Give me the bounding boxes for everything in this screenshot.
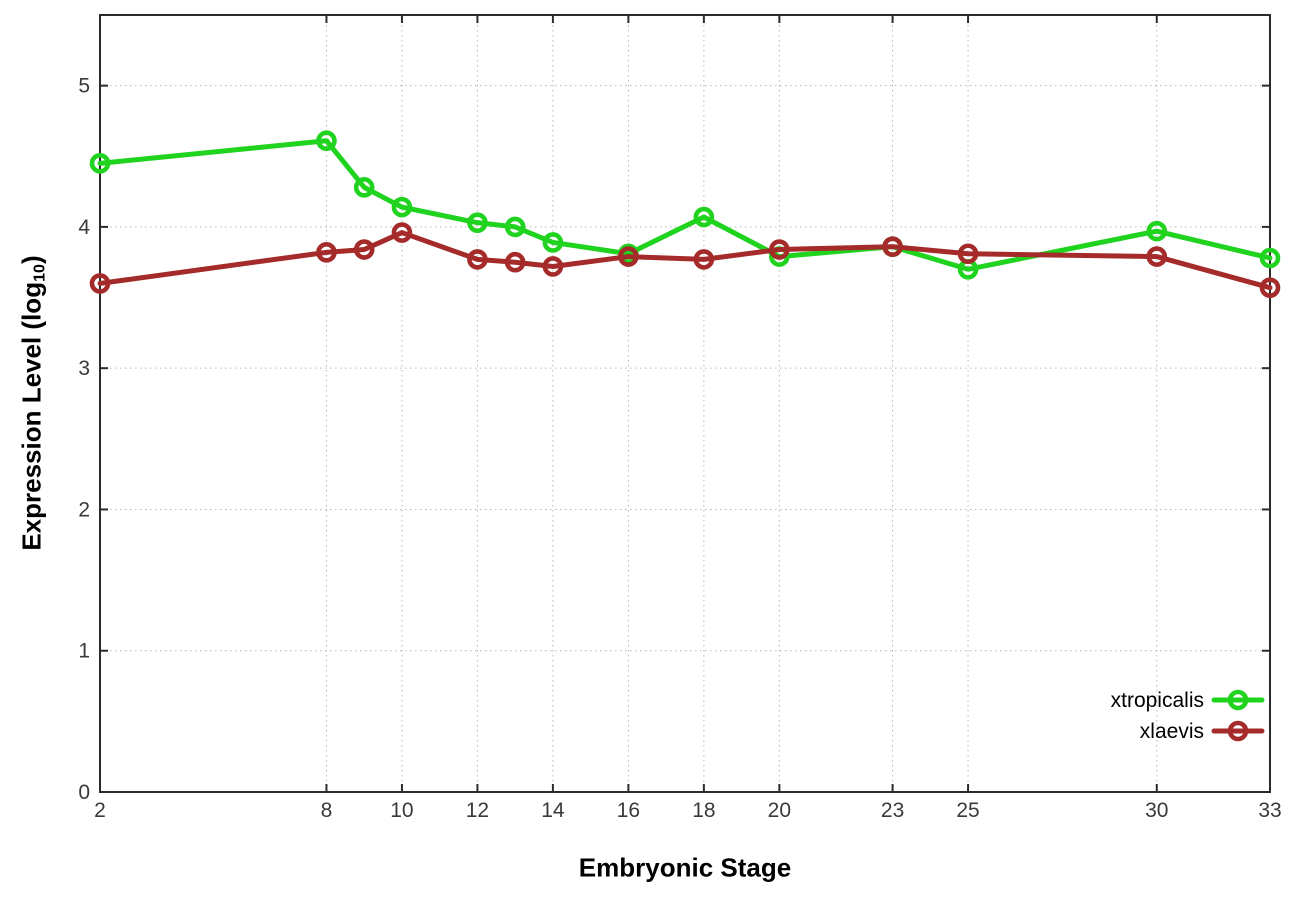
data-point-xtropicalis-stage-18 — [693, 206, 715, 228]
data-point-xlaevis-stage-30 — [1146, 246, 1168, 267]
x-tick-label: 20 — [768, 799, 791, 822]
x-tick-label: 2 — [94, 799, 106, 822]
legend-marker-xlaevis — [1227, 720, 1249, 742]
data-point-xlaevis-stage-23 — [882, 236, 903, 257]
data-point-xtropicalis-stage-8 — [316, 130, 337, 152]
x-tick-label: 30 — [1145, 799, 1168, 822]
data-point-xlaevis-stage-16 — [618, 246, 639, 267]
y-tick-label: 4 — [78, 216, 90, 239]
data-point-xtropicalis-stage-2 — [89, 153, 111, 174]
y-tick-label: 5 — [78, 75, 90, 98]
x-tick-label: 12 — [466, 799, 489, 822]
y-tick-label: 1 — [78, 640, 90, 663]
x-axis-title: Embryonic Stage — [578, 852, 792, 883]
data-point-xtropicalis-stage-30 — [1146, 220, 1168, 242]
data-point-xtropicalis-stage-13 — [504, 216, 526, 238]
x-tick-label: 23 — [881, 799, 904, 822]
x-tick-label: 33 — [1258, 799, 1281, 822]
data-point-xlaevis-stage-2 — [89, 273, 111, 294]
legend-label-xlaevis: xlaevis — [1140, 720, 1204, 743]
y-tick-label: 0 — [78, 781, 90, 804]
legend-marker-xtropicalis — [1227, 689, 1249, 711]
x-tick-label: 10 — [390, 799, 413, 822]
data-point-xlaevis-stage-33 — [1259, 277, 1281, 298]
data-point-xlaevis-stage-18 — [693, 249, 715, 270]
x-tick-label: 18 — [692, 799, 715, 822]
data-point-xtropicalis-stage-9 — [353, 177, 375, 198]
x-tick-label: 16 — [617, 799, 640, 822]
y-tick-label: 2 — [78, 498, 90, 521]
data-point-xtropicalis-stage-12 — [467, 212, 488, 233]
data-point-xlaevis-stage-13 — [504, 251, 526, 273]
data-point-xtropicalis-stage-10 — [391, 196, 413, 218]
y-tick-label: 3 — [78, 357, 90, 380]
y-axis-title-close: ) — [16, 255, 47, 264]
data-point-xlaevis-stage-10 — [391, 222, 413, 243]
y-axis-title-subscript: 10 — [30, 264, 49, 282]
y-axis-title-main: Expression Level (log — [16, 281, 47, 551]
x-tick-label: 14 — [541, 799, 565, 822]
data-point-xtropicalis-stage-14 — [542, 232, 564, 253]
x-tick-label: 8 — [321, 799, 333, 822]
data-point-xlaevis-stage-12 — [467, 249, 488, 270]
data-point-xlaevis-stage-9 — [353, 239, 375, 260]
plot-border — [99, 14, 1271, 793]
data-point-xlaevis-stage-25 — [957, 243, 979, 265]
data-point-xlaevis-stage-14 — [542, 256, 564, 277]
legend-label-xtropicalis: xtropicalis — [1111, 689, 1204, 712]
data-point-xtropicalis-stage-33 — [1259, 247, 1281, 269]
x-tick-label: 25 — [956, 799, 979, 822]
data-point-xlaevis-stage-8 — [316, 242, 337, 263]
data-point-xlaevis-stage-20 — [769, 239, 790, 260]
y-axis-title-text: Expression Level (log10) — [16, 255, 49, 550]
